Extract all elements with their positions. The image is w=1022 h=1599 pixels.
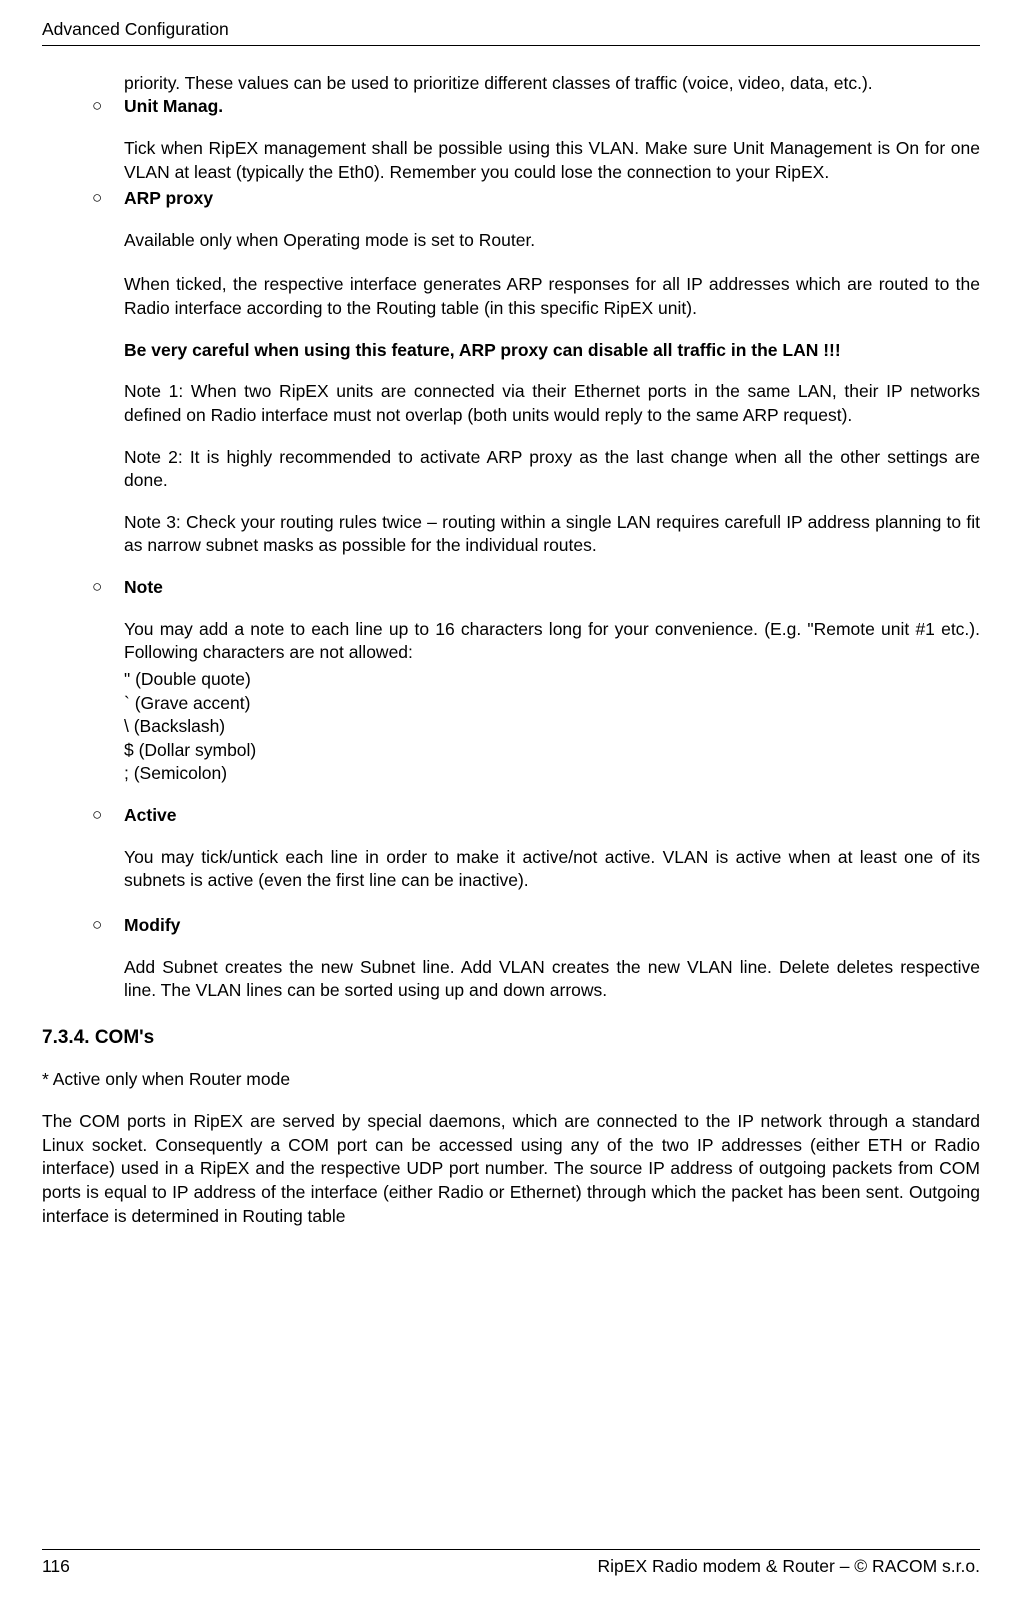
note-label: Note bbox=[124, 576, 163, 600]
intro-continuation: priority. These values can be used to pr… bbox=[92, 72, 980, 96]
bullet-marker: ○ bbox=[92, 804, 124, 828]
arp-proxy-p1: Available only when Operating mode is se… bbox=[92, 229, 980, 253]
arp-proxy-note3: Note 3: Check your routing rules twice –… bbox=[92, 511, 980, 558]
note-item: ○ Note bbox=[92, 576, 980, 600]
arp-proxy-note1: Note 1: When two RipEX units are connect… bbox=[92, 380, 980, 427]
header-divider bbox=[42, 45, 980, 46]
note-char-2: ` (Grave accent) bbox=[92, 692, 980, 716]
active-body: You may tick/untick each line in order t… bbox=[92, 846, 980, 893]
footer-right-text: RipEX Radio modem & Router – © RACOM s.r… bbox=[598, 1555, 980, 1579]
modify-body: Add Subnet creates the new Subnet line. … bbox=[92, 956, 980, 1003]
note-char-5: ; (Semicolon) bbox=[92, 762, 980, 786]
footer-divider bbox=[42, 1549, 980, 1550]
section-p1: * Active only when Router mode bbox=[42, 1068, 980, 1092]
page-number: 116 bbox=[42, 1555, 70, 1579]
arp-proxy-label: ARP proxy bbox=[124, 187, 213, 211]
header-title: Advanced Configuration bbox=[42, 18, 980, 42]
active-item: ○ Active bbox=[92, 804, 980, 828]
arp-proxy-note2: Note 2: It is highly recommended to acti… bbox=[92, 446, 980, 493]
note-body: You may add a note to each line up to 16… bbox=[92, 618, 980, 665]
section-p2: The COM ports in RipEX are served by spe… bbox=[42, 1110, 980, 1228]
active-label: Active bbox=[124, 804, 177, 828]
modify-label: Modify bbox=[124, 914, 180, 938]
note-char-1: " (Double quote) bbox=[92, 668, 980, 692]
unit-manag-item: ○ Unit Manag. bbox=[92, 95, 980, 119]
unit-manag-label: Unit Manag. bbox=[124, 95, 223, 119]
arp-proxy-item: ○ ARP proxy bbox=[92, 187, 980, 211]
main-content: priority. These values can be used to pr… bbox=[42, 72, 980, 1003]
note-char-4: $ (Dollar symbol) bbox=[92, 739, 980, 763]
note-char-3: \ (Backslash) bbox=[92, 715, 980, 739]
arp-proxy-warning: Be very careful when using this feature,… bbox=[92, 339, 980, 363]
bullet-marker: ○ bbox=[92, 576, 124, 600]
section-heading-coms: 7.3.4. COM's bbox=[42, 1025, 980, 1051]
modify-item: ○ Modify bbox=[92, 914, 980, 938]
bullet-marker: ○ bbox=[92, 95, 124, 119]
unit-manag-body: Tick when RipEX management shall be poss… bbox=[92, 137, 980, 184]
arp-proxy-p2: When ticked, the respective interface ge… bbox=[92, 273, 980, 320]
bullet-marker: ○ bbox=[92, 914, 124, 938]
bullet-marker: ○ bbox=[92, 187, 124, 211]
page-footer: 116 RipEX Radio modem & Router – © RACOM… bbox=[42, 1549, 980, 1579]
